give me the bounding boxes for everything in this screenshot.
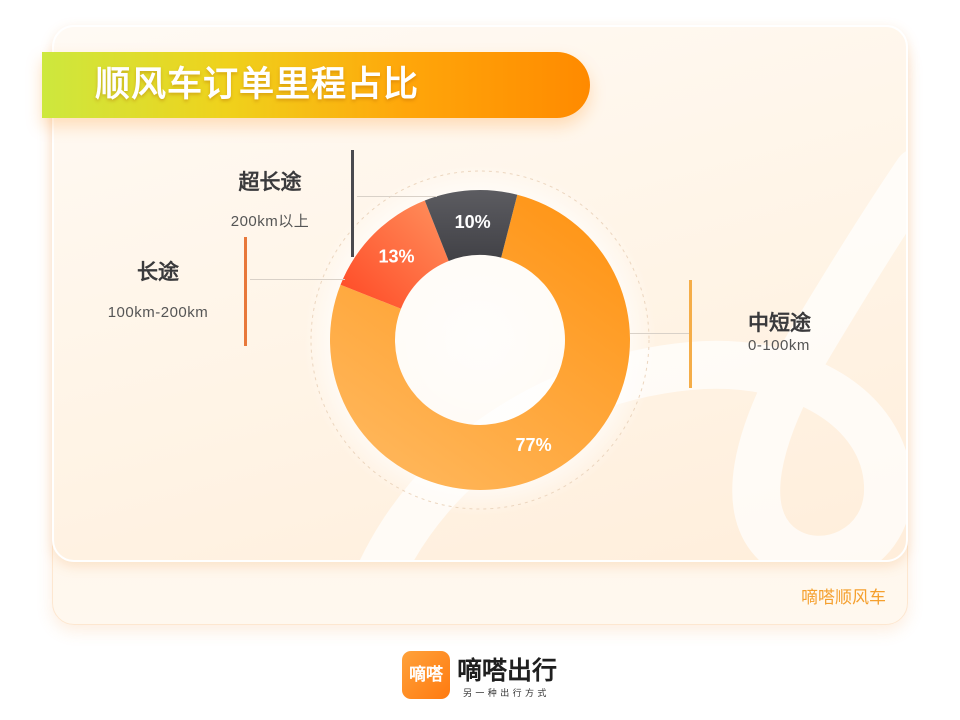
callout-range: 0-100km xyxy=(748,337,810,354)
callout-name: 中短途 xyxy=(748,311,811,335)
logo-name: 嘀嗒出行 xyxy=(457,656,558,685)
leader-line xyxy=(357,196,437,197)
callout-color-bar xyxy=(689,280,692,388)
logo-icon: 嘀嗒 xyxy=(402,651,450,699)
title-banner: 顺风车订单里程占比 xyxy=(42,52,590,118)
footer-brand: 嘀嗒顺风车 xyxy=(801,588,886,608)
donut-slices xyxy=(330,190,630,490)
donut-slice-mid-short-distance xyxy=(330,194,630,490)
slice-percent-label-mid-short-distance: 77% xyxy=(516,435,552,455)
donut-chart: 77% 13% 10% xyxy=(304,164,656,516)
callout-color-bar xyxy=(244,237,247,346)
logo-tagline: 另一种出行方式 xyxy=(463,689,550,699)
leader-line xyxy=(250,279,345,280)
slice-percent-label-extra-long-distance: 10% xyxy=(455,212,491,232)
donut-slice-long-distance xyxy=(340,200,449,309)
slice-percent-label-long-distance: 13% xyxy=(379,247,415,267)
page-title: 顺风车订单里程占比 xyxy=(95,65,420,105)
callout-range: 200km以上 xyxy=(230,213,310,230)
dashed-ring xyxy=(310,170,650,510)
donut-slice-extra-long-distance xyxy=(424,190,518,261)
callout-name: 超长途 xyxy=(238,170,302,194)
callout-color-bar xyxy=(351,150,354,257)
callout-range: 100km-200km xyxy=(107,304,209,321)
donut-percent-labels: 77% 13% 10% xyxy=(379,212,552,455)
leader-line xyxy=(630,333,689,334)
callout-name: 长途 xyxy=(137,260,179,284)
